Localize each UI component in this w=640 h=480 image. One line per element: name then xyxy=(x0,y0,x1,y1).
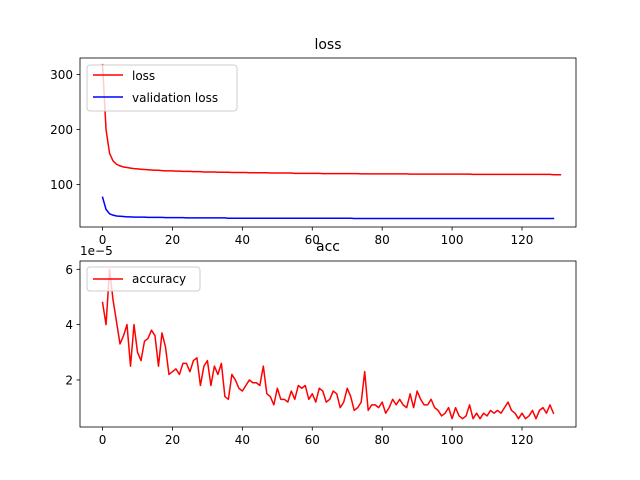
acc-ytick-label: 6 xyxy=(65,263,73,277)
acc-offset-text: 1e−5 xyxy=(80,244,113,258)
acc-xtick-label: 40 xyxy=(235,433,250,447)
loss-ticks-group: 0 20 40 60 80 100 120 100 200 300 xyxy=(50,68,533,247)
loss-series-line-0 xyxy=(101,63,562,176)
acc-subplot: acc 1e−5 0 20 40 60 80 100 120 2 4 6 accuracy xyxy=(65,239,577,447)
acc-xtick-label: 120 xyxy=(511,433,534,447)
loss-series-group xyxy=(101,63,562,220)
loss-xtick-label: 0 xyxy=(99,233,107,247)
acc-ytick-label: 4 xyxy=(65,318,73,332)
loss-axes-frame xyxy=(79,57,577,228)
loss-xtick-label: 20 xyxy=(165,233,180,247)
acc-xtick-label: 20 xyxy=(165,433,180,447)
acc-ytick-label: 2 xyxy=(65,373,73,387)
validation-loss-legend-label: validation loss xyxy=(132,91,218,105)
loss-ytick-label: 300 xyxy=(50,68,73,82)
acc-xtick-label: 80 xyxy=(375,433,390,447)
acc-series-group xyxy=(101,268,555,420)
acc-legend: accuracy xyxy=(86,266,201,292)
acc-subplot-title: acc xyxy=(316,239,340,255)
acc-xtick-label: 60 xyxy=(305,433,320,447)
loss-ytick-label: 100 xyxy=(50,178,73,192)
loss-xtick-label: 120 xyxy=(511,233,534,247)
loss-xtick-label: 40 xyxy=(235,233,250,247)
loss-series-line-1 xyxy=(101,196,555,220)
acc-axes-frame xyxy=(79,260,577,428)
loss-legend: loss validation loss xyxy=(86,64,238,112)
acc-xtick-label: 0 xyxy=(99,433,107,447)
loss-xtick-label: 60 xyxy=(305,233,320,247)
acc-xtick-label: 100 xyxy=(441,433,464,447)
loss-legend-box xyxy=(86,64,238,112)
acc-series-line-0 xyxy=(101,268,555,420)
acc-ticks-group: 0 20 40 60 80 100 120 2 4 6 xyxy=(65,263,533,447)
loss-xtick-label: 100 xyxy=(441,233,464,247)
loss-ytick-label: 200 xyxy=(50,123,73,137)
loss-legend-label: loss xyxy=(132,69,155,83)
loss-subplot-title: loss xyxy=(314,37,341,53)
loss-subplot: loss 0 20 40 60 80 100 120 100 200 300 loss valid… xyxy=(50,37,577,247)
accuracy-legend-label: accuracy xyxy=(132,272,186,286)
acc-legend-box xyxy=(86,266,201,292)
loss-xtick-label: 80 xyxy=(375,233,390,247)
